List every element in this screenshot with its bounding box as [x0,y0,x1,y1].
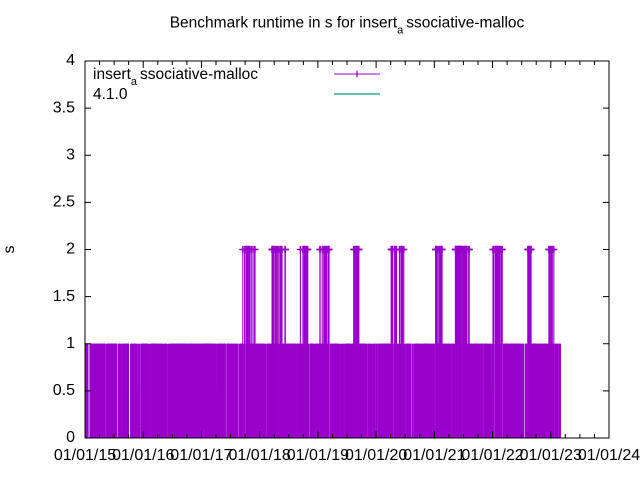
svg-text:01/01/23: 01/01/23 [520,447,582,464]
svg-text:4.1.0: 4.1.0 [93,86,128,103]
svg-text:0.5: 0.5 [53,382,75,399]
svg-text:4: 4 [66,52,75,69]
svg-text:01/01/18: 01/01/18 [229,447,291,464]
svg-text:01/01/22: 01/01/22 [461,447,523,464]
svg-text:1.5: 1.5 [53,288,75,305]
svg-text:01/01/16: 01/01/16 [112,447,174,464]
svg-text:s: s [1,246,18,254]
svg-text:01/01/19: 01/01/19 [287,447,349,464]
svg-text:1: 1 [66,335,75,352]
svg-text:2: 2 [66,241,75,258]
svg-text:01/01/24: 01/01/24 [578,447,640,464]
svg-text:01/01/15: 01/01/15 [54,447,116,464]
svg-text:2.5: 2.5 [53,194,75,211]
svg-text:01/01/20: 01/01/20 [345,447,407,464]
svg-text:3.5: 3.5 [53,99,75,116]
svg-text:01/01/17: 01/01/17 [170,447,232,464]
svg-text:3: 3 [66,146,75,163]
svg-text:01/01/21: 01/01/21 [403,447,465,464]
svg-text:0: 0 [66,429,75,446]
